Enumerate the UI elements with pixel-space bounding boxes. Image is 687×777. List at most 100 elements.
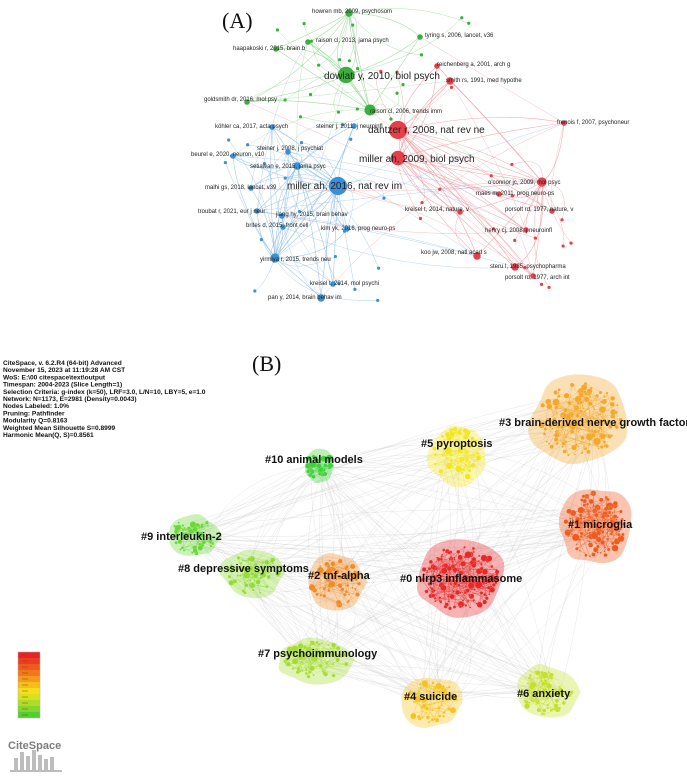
node-16 [293, 162, 301, 170]
cluster-label: #2 tnf-alpha [308, 570, 371, 582]
node-32 [330, 281, 336, 287]
legend-swatch [18, 712, 40, 718]
node-19 [328, 176, 348, 196]
node-24 [549, 208, 555, 214]
cluster-label: #4 suicide [404, 691, 457, 703]
node-7 [244, 99, 250, 105]
node-label: raison cl, 2006, trends imm [370, 109, 442, 115]
legend-swatch [18, 670, 40, 676]
node-label: smith rs, 1991, med hypothe [446, 78, 522, 84]
node-label: goldsmith dr, 2016, mol psy [204, 97, 277, 103]
cluster-label: #1 microglia [568, 519, 633, 531]
node-label: troubat r, 2021, eur j neur [198, 209, 265, 215]
node-23 [457, 209, 463, 215]
node-label: frenois f, 2007, psychoneur [557, 120, 629, 126]
node-label: koo jw, 2008, natl acad s [421, 250, 487, 256]
legend-swatch [18, 652, 40, 658]
cluster-label: #6 anxiety [517, 688, 571, 700]
cluster-hull [528, 374, 628, 464]
node-1 [305, 39, 311, 45]
metadata-line: November 15, 2023 at 11:19:28 AM CST [3, 367, 125, 374]
cluster-label: #9 interleukin-2 [141, 531, 222, 543]
node-5 [337, 66, 355, 84]
metadata-line: Selection Criteria: g-index (k=50), LRF=… [3, 389, 206, 396]
metadata-line: Harmonic Mean(Q, S)=0.8561 [3, 432, 94, 439]
node-label: yirmiya r, 2015, trends neu [260, 257, 331, 263]
metadata-line: Network: N=1173, E=2981 (Density=0.0043) [3, 396, 137, 403]
node-label: beurel e, 2020, neuron, v10 [191, 152, 265, 158]
citespace-metadata: CiteSpace, v. 6.2.R4 (64-bit) AdvancedNo… [3, 360, 206, 439]
node-label: steiner j, 2008, j psychiat [257, 146, 323, 152]
legend-swatch [18, 682, 40, 688]
node-30 [511, 263, 519, 271]
panel-b-cluster-labels: #0 nlrp3 inflammasome #1 microglia #2 tnf-… [141, 417, 687, 703]
node-29 [473, 252, 481, 260]
node-label: howren mb, 2009, psychosom [312, 9, 392, 15]
node-4 [434, 63, 440, 69]
node-6 [446, 77, 454, 85]
legend-swatch [18, 694, 40, 700]
legend-swatch [18, 676, 40, 682]
node-label: o'connor jc, 2009, mol psyc [488, 180, 561, 186]
node-label: kim yk, 2016, prog neuro-ps [321, 226, 395, 232]
node-28 [270, 253, 280, 263]
panel-a-labels: howren mb, 2009, psychosom raison cl, 201… [191, 9, 629, 301]
node-10 [269, 124, 275, 130]
node-11 [351, 123, 357, 129]
node-label: dowlati y, 2010, biol psych [324, 71, 440, 82]
node-8 [364, 104, 376, 116]
year-color-legend [17, 651, 41, 719]
legend-swatch [18, 700, 40, 706]
metadata-line: Modularity Q=0.8163 [3, 418, 68, 425]
node-label: haapakoski r, 2015, brain b [233, 46, 306, 52]
node-26 [344, 226, 350, 232]
node-label: miller ah, 2009, biol psych [359, 154, 475, 165]
node-label: porsolt rd, 1977, arch int [505, 275, 570, 281]
legend-swatch [18, 658, 40, 664]
cluster-label: #5 pyroptosis [421, 438, 493, 450]
node-12 [388, 120, 408, 140]
legend-swatch [18, 706, 40, 712]
panel-a-nodes [223, 9, 573, 302]
citespace-logo: CiteSpace [8, 740, 62, 772]
cluster-label: #0 nlrp3 inflammasome [400, 573, 522, 585]
node-label: kreisel t, 2014, mol psychi [310, 281, 379, 287]
node-label: brites d, 2015, front cell [246, 223, 308, 229]
panel-b-cluster-map: #0 nlrp3 inflammasome #1 microglia #2 tnf-… [141, 374, 687, 728]
node-22 [279, 213, 285, 219]
metadata-line: Weighted Mean Silhouette S=0.8999 [3, 425, 116, 432]
node-21 [254, 208, 260, 214]
metadata-line: Nodes Labeled: 1.0% [3, 403, 69, 410]
cluster-label: #10 animal models [265, 454, 363, 466]
node-17 [537, 177, 547, 187]
metadata-line: Timespan: 2004-2023 (Slice Length=1) [3, 382, 122, 389]
node-25 [280, 224, 286, 230]
node-label: pan y, 2014, brain behav im [268, 295, 342, 301]
node-label: steiner j, 2011, j neuroinfl [316, 124, 383, 130]
node-31 [530, 273, 536, 279]
metadata-line: CiteSpace, v. 6.2.R4 (64-bit) Advanced [3, 360, 122, 367]
node-13 [285, 149, 291, 155]
node-label: tyring s, 2006, lancet, v36 [425, 33, 494, 39]
cluster-label: #8 depressive symptoms [178, 563, 309, 575]
panel-b-label: (B) [252, 351, 281, 376]
node-label: porsolt rd, 1977, nature, v [505, 207, 573, 213]
node-label: reichenberg a, 2001, arch g [437, 62, 510, 68]
legend-swatch [18, 688, 40, 694]
node-label: setiawan e, 2015, jama psyc [250, 164, 326, 170]
node-27 [523, 227, 529, 233]
node-label: dantzer r, 2008, nat rev ne [368, 125, 485, 136]
metadata-line: Pruning: Pathfinder [3, 410, 65, 417]
node-label: köhler ca, 2017, acta psych [215, 124, 288, 130]
node-2 [417, 34, 423, 40]
node-33 [317, 294, 325, 302]
logo-city-icon [10, 750, 62, 772]
node-label: miller ah, 2016, nat rev im [287, 181, 402, 192]
panel-b-nodes [173, 382, 626, 724]
node-0 [345, 9, 353, 17]
node-14 [390, 150, 406, 166]
node-label: kreisel t, 2014, nature, v [405, 207, 469, 213]
node-label: raison cl, 2013, jama psych [316, 38, 389, 44]
